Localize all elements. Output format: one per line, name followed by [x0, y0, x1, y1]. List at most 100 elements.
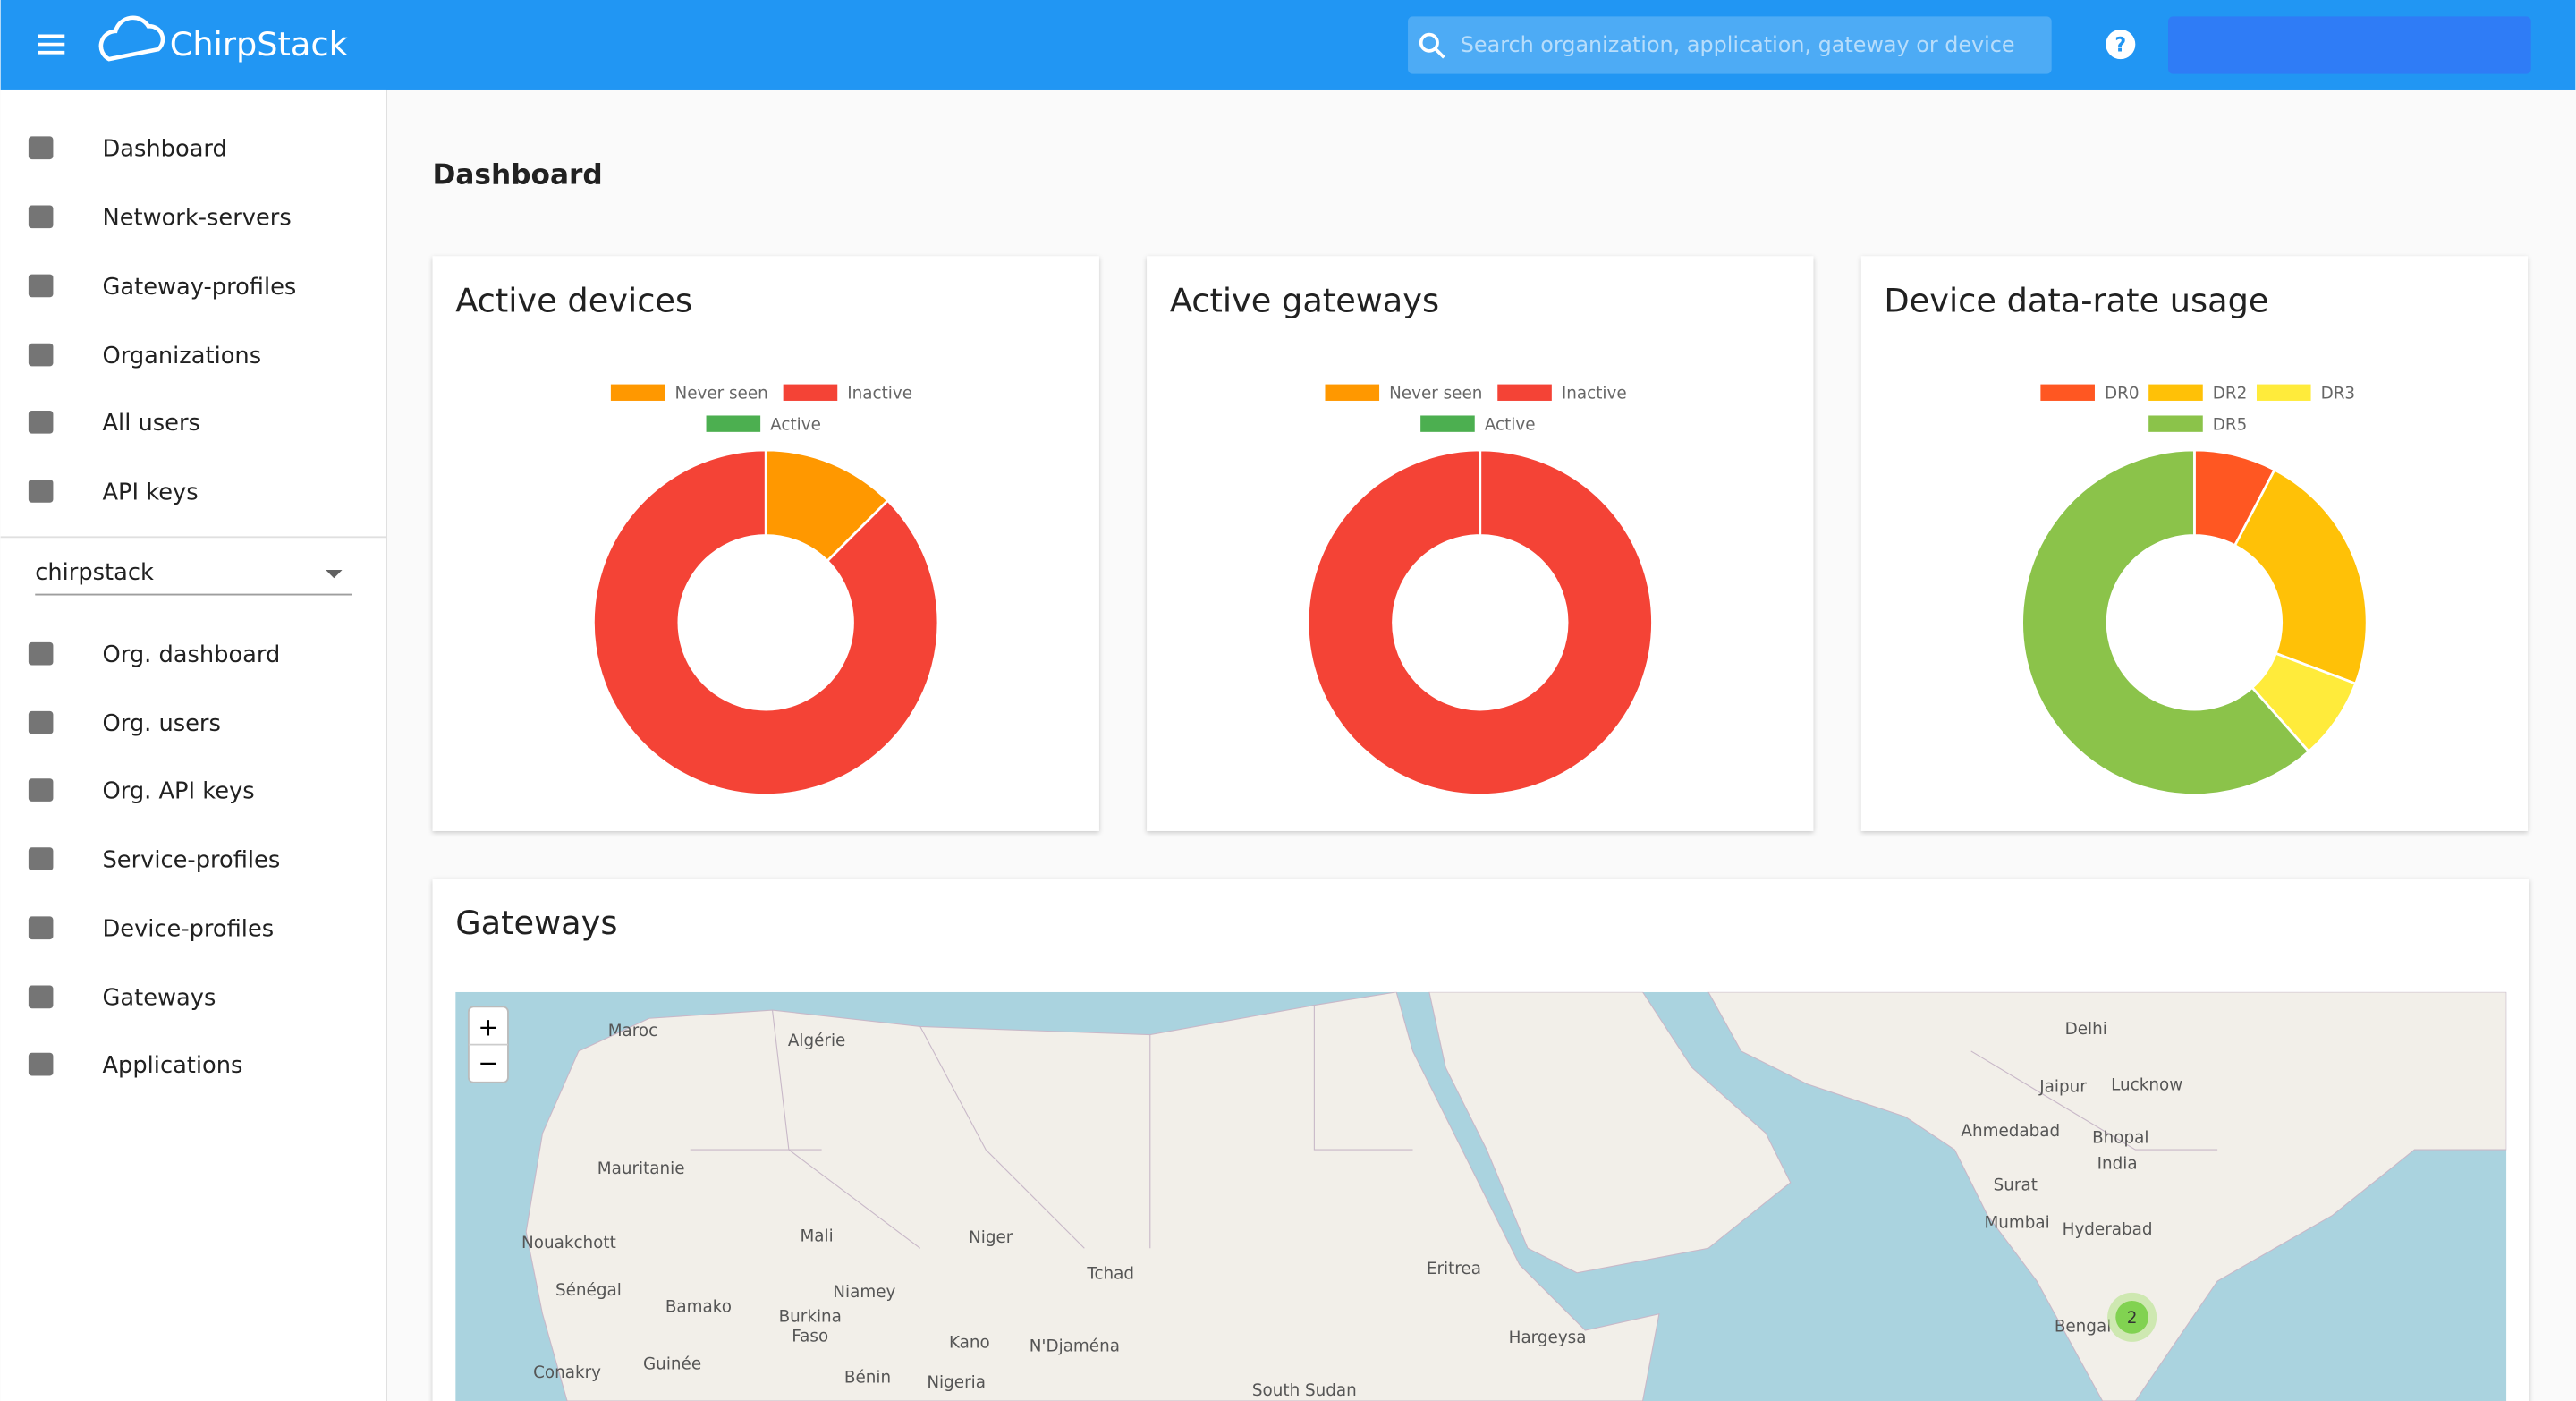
cluster-count[interactable]: 2	[2127, 1309, 2138, 1328]
menu-item[interactable]: Org. API keys	[102, 777, 254, 804]
legend-swatch	[2256, 384, 2311, 401]
legend-label[interactable]: DR0	[2105, 385, 2140, 403]
legend-label[interactable]: Inactive	[847, 385, 912, 403]
map-label: Nouakchott	[521, 1234, 616, 1252]
chart-cards: Active devices Never seen Inactive Active Ac…	[432, 256, 2529, 831]
menu-item[interactable]: Service-profiles	[102, 846, 280, 873]
map-label: Bamako	[665, 1297, 732, 1316]
menu-item[interactable]: Device-profiles	[102, 916, 274, 943]
map[interactable]: Maroc Algérie Mauritanie Nouakchott Sénégal M…	[455, 991, 2507, 1401]
map-label: Niger	[969, 1228, 1013, 1247]
map-label: Hargeysa	[1509, 1329, 1587, 1347]
logo-icon	[98, 15, 165, 62]
map-labels: Maroc Algérie Mauritanie Nouakchott Sénégal M…	[521, 1020, 2182, 1400]
menu-item[interactable]: Gateway-profiles	[102, 274, 296, 301]
map-title: Gateways	[455, 904, 617, 942]
map-label: Eritrea	[1427, 1260, 1481, 1278]
map-land-africa	[525, 991, 1660, 1401]
menu-icon	[28, 343, 54, 367]
map-label: Algérie	[788, 1032, 845, 1050]
menu-icon	[28, 710, 54, 734]
map-label: Jaipur	[2038, 1077, 2087, 1096]
legend-swatch	[2148, 415, 2203, 432]
legend-label[interactable]: DR2	[2213, 385, 2248, 403]
menu-item[interactable]: API keys	[102, 479, 198, 505]
map-label: Maroc	[608, 1022, 658, 1040]
menu-icon	[28, 136, 54, 160]
map-borders	[690, 1005, 2218, 1249]
organization-select[interactable]: chirpstack	[35, 559, 154, 586]
map-label: Ahmedabad	[1961, 1122, 2060, 1141]
menu-item[interactable]: Gateways	[102, 985, 216, 1012]
map-label: N'Djaména	[1030, 1337, 1120, 1355]
menu-item[interactable]: Organizations	[102, 343, 261, 369]
zoom-in[interactable]: +	[478, 1013, 498, 1041]
map-label: India	[2097, 1155, 2138, 1174]
pie-slice[interactable]	[2021, 448, 2311, 796]
search-icon-handle	[1434, 47, 1445, 59]
menu-icon	[28, 847, 54, 871]
select-arrow[interactable]	[326, 570, 343, 579]
chart-title: Device data-rate usage	[1884, 281, 2268, 319]
page-title: Dashboard	[433, 158, 603, 191]
help-icon[interactable]: ?	[2114, 34, 2126, 56]
legend-label[interactable]: Never seen	[1389, 385, 1482, 403]
map-label: Faso	[792, 1327, 828, 1346]
help-button[interactable]	[2106, 30, 2136, 60]
menu-icon	[28, 916, 54, 940]
map-label: Nigeria	[927, 1373, 986, 1392]
zoom-out[interactable]: −	[478, 1049, 498, 1078]
map-label: Surat	[1994, 1176, 2038, 1195]
search-box[interactable]	[1408, 16, 2052, 74]
legend-swatch	[783, 384, 838, 401]
map-label: Guinée	[643, 1355, 701, 1374]
menu-item[interactable]: Dashboard	[102, 136, 226, 163]
map-label: Lucknow	[2111, 1076, 2182, 1095]
pie-slice[interactable]	[2233, 468, 2368, 685]
user-menu[interactable]	[2168, 16, 2531, 74]
chart-title: Active devices	[455, 281, 692, 319]
menu-item[interactable]: Org. dashboard	[102, 641, 280, 668]
sidebar	[0, 89, 387, 1401]
menu-icon	[28, 205, 54, 229]
map-label: Bénin	[844, 1368, 891, 1387]
menu-icon	[28, 480, 54, 503]
legend-label[interactable]: DR3	[2321, 385, 2356, 403]
legend-label[interactable]: DR5	[2213, 415, 2248, 434]
brand[interactable]: ChirpStack	[170, 25, 349, 64]
menu-item[interactable]: Applications	[102, 1052, 242, 1079]
menu-item[interactable]: Org. users	[102, 710, 220, 737]
menu-toggle[interactable]	[38, 34, 65, 55]
pie-slice[interactable]	[1306, 448, 1654, 796]
map-label: Delhi	[2065, 1020, 2107, 1039]
legend-label[interactable]: Active	[770, 415, 821, 434]
map-label: Mumbai	[1984, 1214, 2049, 1233]
pie-slice[interactable]	[592, 448, 940, 796]
legend-label[interactable]: Never seen	[674, 385, 767, 403]
menu-item[interactable]: All users	[102, 410, 199, 437]
map-label: Bengal	[2055, 1317, 2111, 1336]
legend-label[interactable]: Active	[1485, 415, 1536, 434]
menu-icon	[28, 985, 54, 1009]
legend-swatch	[1325, 384, 1380, 401]
search-icon	[1419, 32, 1439, 53]
menu-item[interactable]: Network-servers	[102, 205, 291, 232]
legend-swatch	[706, 415, 761, 432]
map-label: Mauritanie	[597, 1159, 685, 1178]
legend-swatch	[2040, 384, 2095, 401]
menu-icon	[28, 641, 54, 666]
map-land-asia	[1707, 991, 2507, 1401]
map-label: Bhopal	[2092, 1128, 2148, 1147]
legend-label[interactable]: Inactive	[1562, 385, 1627, 403]
chart-title: Active gateways	[1170, 281, 1439, 319]
search-placeholder[interactable]: Search organization, application, gatewa…	[1461, 32, 2015, 57]
map-label: South Sudan	[1252, 1381, 1357, 1400]
map-land-arabia	[1428, 991, 1792, 1274]
menu-icon	[28, 410, 54, 434]
legend-swatch	[2148, 384, 2203, 401]
menu-icon	[28, 274, 54, 298]
cluster-marker[interactable]	[2115, 1301, 2148, 1334]
legend-swatch	[610, 384, 665, 401]
